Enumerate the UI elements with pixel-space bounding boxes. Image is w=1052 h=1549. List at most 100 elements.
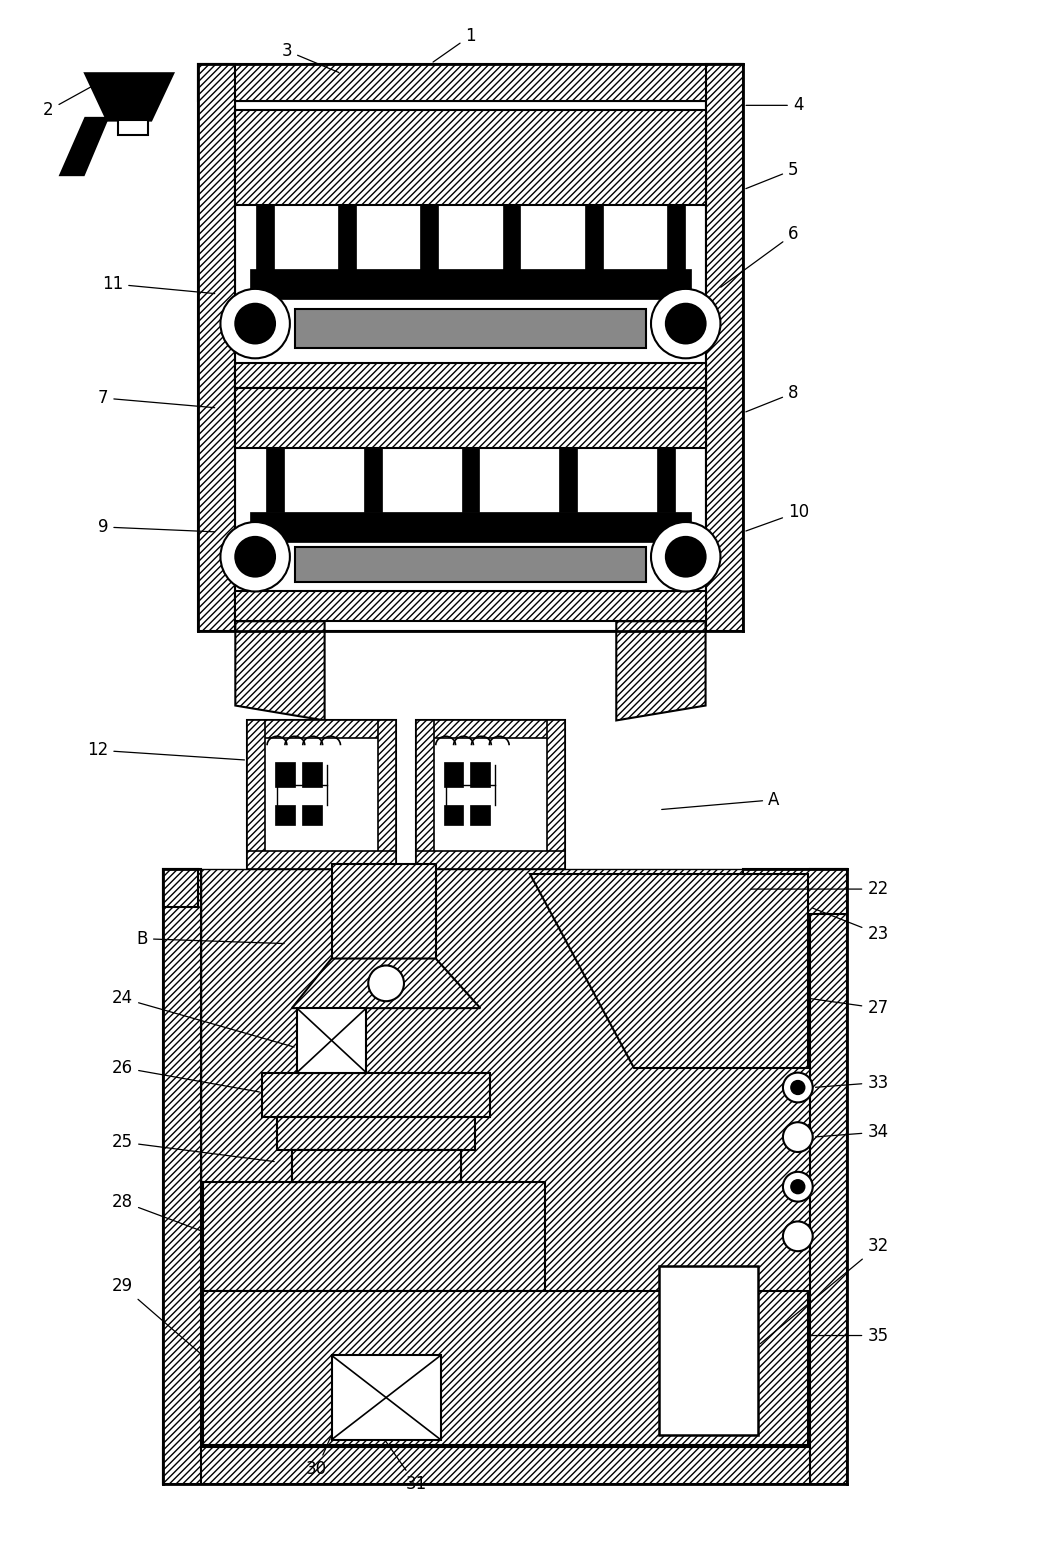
Bar — [275, 762, 295, 787]
Bar — [560, 448, 578, 513]
Bar — [462, 448, 480, 513]
Bar — [163, 869, 201, 1484]
Circle shape — [368, 965, 404, 1001]
Circle shape — [651, 522, 721, 592]
Bar — [659, 1266, 758, 1434]
Circle shape — [783, 1121, 813, 1152]
Bar — [744, 869, 848, 914]
Bar — [198, 64, 744, 101]
Text: 27: 27 — [810, 999, 888, 1018]
Bar — [118, 121, 148, 135]
Text: 26: 26 — [112, 1058, 260, 1092]
Bar — [247, 720, 396, 869]
Text: 7: 7 — [98, 389, 215, 407]
Bar — [236, 110, 706, 204]
Bar — [247, 852, 396, 869]
Text: 4: 4 — [746, 96, 804, 115]
Bar — [331, 1355, 441, 1439]
Text: 3: 3 — [282, 42, 339, 73]
Bar — [236, 389, 706, 448]
Text: 29: 29 — [112, 1276, 201, 1354]
Text: 2: 2 — [43, 87, 92, 119]
Bar — [247, 720, 265, 869]
Bar — [256, 204, 274, 274]
Bar — [416, 720, 565, 869]
Circle shape — [651, 288, 721, 358]
Bar — [203, 1182, 545, 1290]
Bar — [297, 1008, 366, 1072]
Bar — [277, 1117, 476, 1149]
Text: A: A — [662, 792, 780, 810]
Text: 6: 6 — [721, 225, 798, 287]
Circle shape — [236, 538, 275, 576]
Bar — [275, 805, 295, 824]
Text: 1: 1 — [433, 26, 476, 62]
Circle shape — [221, 288, 290, 358]
Circle shape — [666, 304, 706, 344]
Bar — [291, 1149, 461, 1182]
Circle shape — [791, 1081, 805, 1095]
Bar — [295, 308, 646, 349]
Bar — [503, 204, 521, 274]
Bar — [470, 805, 490, 824]
Bar — [236, 101, 706, 630]
Polygon shape — [616, 621, 706, 720]
Bar — [198, 64, 236, 630]
Bar — [266, 448, 284, 513]
Bar — [416, 720, 565, 739]
Text: 23: 23 — [812, 908, 889, 943]
Bar — [236, 592, 706, 621]
Text: 9: 9 — [98, 517, 215, 536]
Circle shape — [236, 304, 275, 344]
Bar — [444, 762, 464, 787]
Bar — [416, 720, 433, 869]
Bar — [250, 270, 691, 299]
Text: 25: 25 — [112, 1132, 275, 1162]
Bar — [163, 1447, 848, 1484]
Polygon shape — [236, 621, 325, 720]
Bar — [585, 204, 603, 274]
Text: 32: 32 — [761, 1238, 889, 1343]
Text: 8: 8 — [746, 384, 798, 412]
Bar — [163, 869, 198, 908]
Bar — [291, 1149, 461, 1182]
Circle shape — [783, 1173, 813, 1202]
Bar — [331, 864, 436, 959]
Text: 30: 30 — [306, 1437, 330, 1478]
Polygon shape — [61, 118, 107, 175]
Bar — [364, 448, 382, 513]
Bar — [339, 204, 357, 274]
Polygon shape — [530, 874, 808, 1067]
Bar — [378, 720, 396, 869]
Bar — [295, 547, 646, 581]
Bar — [444, 805, 464, 824]
Bar — [667, 204, 685, 274]
Bar — [470, 762, 490, 787]
Circle shape — [666, 538, 706, 576]
Bar — [302, 762, 322, 787]
Text: 34: 34 — [815, 1123, 888, 1142]
Text: 11: 11 — [102, 274, 215, 294]
Bar — [247, 720, 396, 739]
Bar — [302, 805, 322, 824]
Text: 24: 24 — [112, 990, 295, 1047]
Bar — [706, 64, 744, 630]
Bar — [810, 869, 848, 1484]
Bar — [250, 513, 691, 542]
Polygon shape — [85, 74, 173, 121]
Text: 33: 33 — [815, 1073, 889, 1092]
Text: 12: 12 — [87, 740, 244, 761]
Text: B: B — [137, 929, 284, 948]
Polygon shape — [291, 959, 481, 1008]
Bar — [236, 364, 706, 389]
Circle shape — [791, 1180, 805, 1194]
Circle shape — [221, 522, 290, 592]
Bar — [201, 869, 810, 1447]
Bar — [203, 1290, 808, 1445]
Text: 10: 10 — [746, 503, 809, 531]
Circle shape — [783, 1072, 813, 1103]
Bar — [547, 720, 565, 869]
Bar — [656, 448, 674, 513]
Bar — [421, 204, 439, 274]
Text: 31: 31 — [383, 1437, 426, 1493]
